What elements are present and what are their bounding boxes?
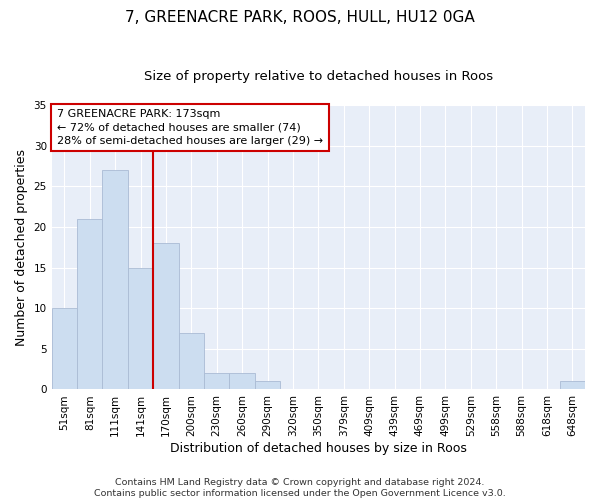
Bar (255, 382, 280, 390)
Bar (77, 219, 103, 390)
Title: Size of property relative to detached houses in Roos: Size of property relative to detached ho… (144, 70, 493, 83)
Text: 7 GREENACRE PARK: 173sqm
← 72% of detached houses are smaller (74)
28% of semi-d: 7 GREENACRE PARK: 173sqm ← 72% of detach… (57, 110, 323, 146)
Bar (204, 373, 229, 390)
Bar (560, 382, 585, 390)
X-axis label: Distribution of detached houses by size in Roos: Distribution of detached houses by size … (170, 442, 467, 455)
Bar (128, 268, 153, 390)
Bar (52, 308, 77, 390)
Bar (229, 373, 255, 390)
Bar (179, 332, 204, 390)
Bar (153, 243, 179, 390)
Y-axis label: Number of detached properties: Number of detached properties (15, 148, 28, 346)
Text: 7, GREENACRE PARK, ROOS, HULL, HU12 0GA: 7, GREENACRE PARK, ROOS, HULL, HU12 0GA (125, 10, 475, 25)
Text: Contains HM Land Registry data © Crown copyright and database right 2024.
Contai: Contains HM Land Registry data © Crown c… (94, 478, 506, 498)
Bar (103, 170, 128, 390)
